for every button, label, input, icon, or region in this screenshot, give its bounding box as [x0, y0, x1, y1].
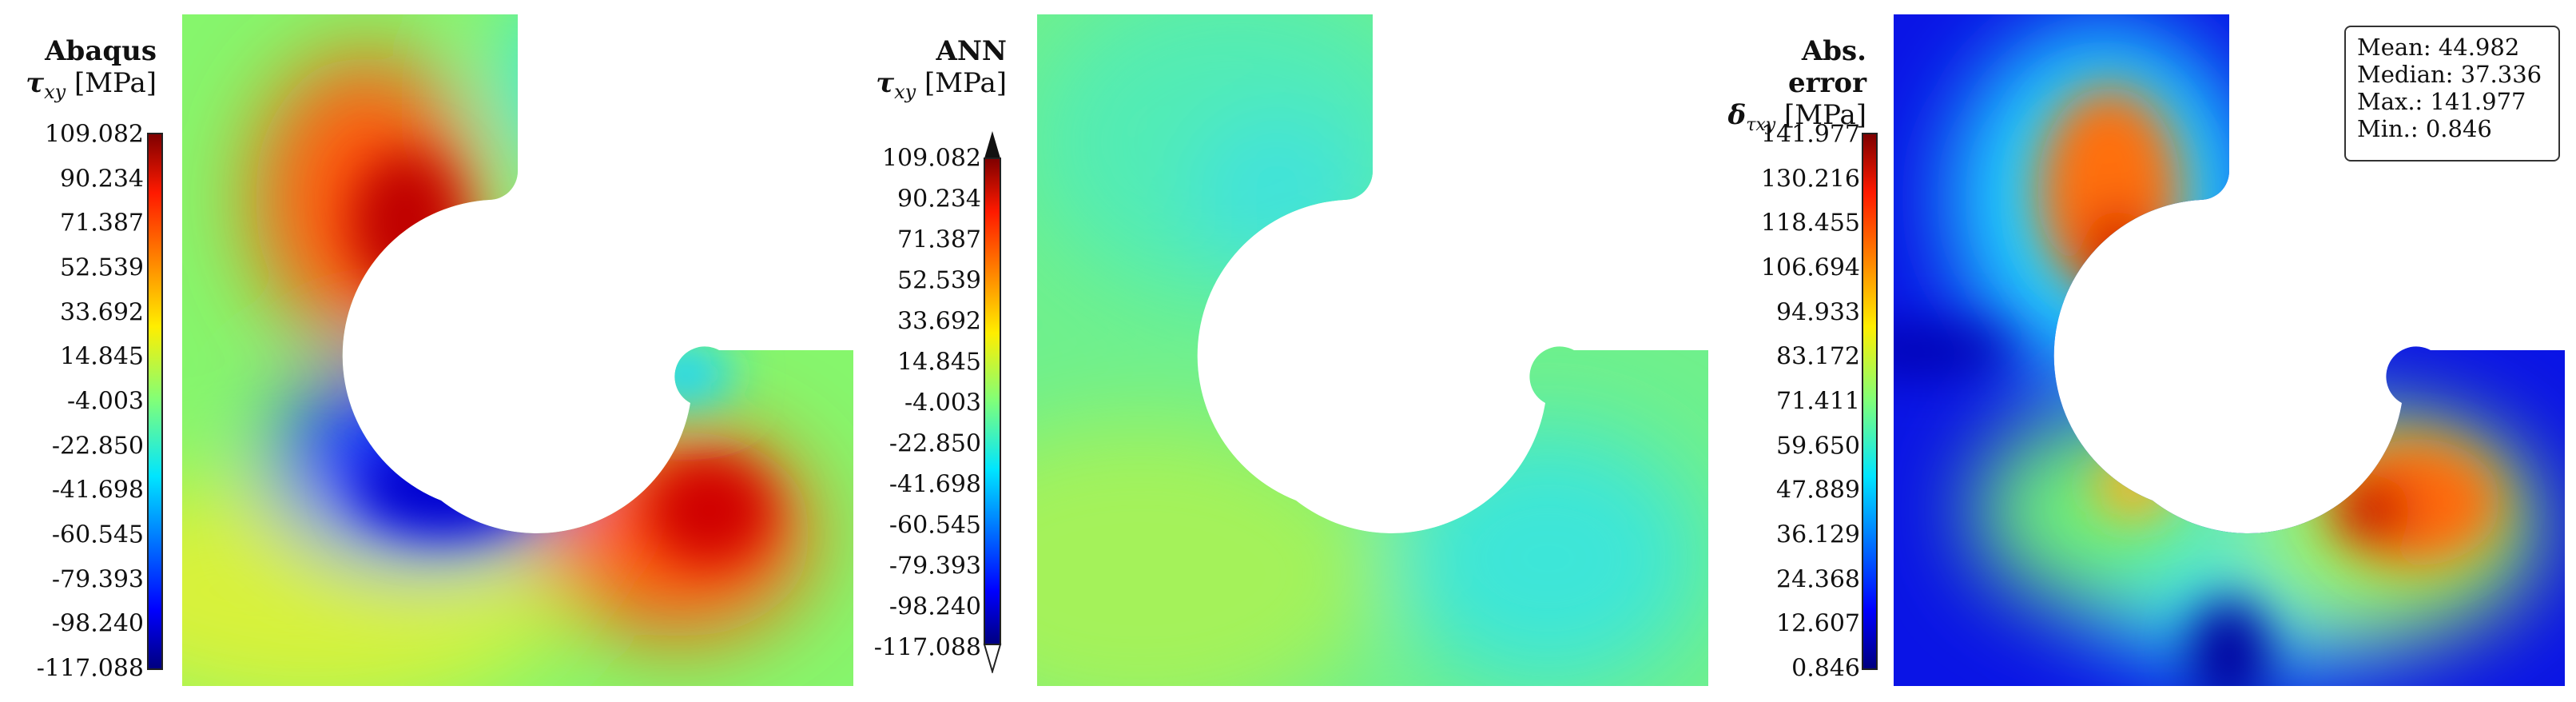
quantity-label: τxy [MPa]	[26, 67, 157, 103]
colorbar	[1862, 133, 1878, 670]
tick-label: 109.082	[44, 120, 144, 149]
tick-label: 52.539	[897, 266, 981, 295]
colorbar-title: Abaqus τxy [MPa]	[0, 35, 157, 108]
tick-label: -79.393	[51, 565, 144, 594]
tick-label: -41.698	[888, 470, 981, 499]
panel-ann: ANN τxy [MPa] 109.082 90.234 71.387 52.539 3…	[863, 0, 1726, 702]
tick-label: 90.234	[897, 185, 981, 213]
tick-label: 71.387	[897, 225, 981, 254]
tick-label: 33.692	[897, 307, 981, 336]
tick-label: 14.845	[60, 342, 144, 371]
panel-name: Abaqus	[45, 35, 157, 67]
panel-abaqus: Abaqus τxy [MPa] 109.082 90.234 71.387 52.5…	[0, 0, 863, 702]
panel-name: Abs. error	[1787, 35, 1866, 99]
colorbar-ticks: 109.082 90.234 71.387 52.539 33.692 14.845 -4.…	[863, 145, 981, 662]
tick-label: -4.003	[66, 387, 144, 416]
stat-median: Median: 37.336	[2357, 61, 2542, 88]
panel-name: ANN	[936, 35, 1007, 67]
tick-label: 59.650	[1776, 432, 1860, 461]
tick-label: 109.082	[881, 144, 981, 173]
colorbar	[983, 131, 1002, 673]
tick-label: -41.698	[51, 476, 144, 505]
colorbar-title: Abs. error δτxy [MPa]	[1726, 35, 1866, 142]
panel-abs-error: Abs. error δτxy [MPa] 141.977 130.216 118.…	[1726, 0, 2576, 702]
tick-label: -117.088	[873, 633, 981, 662]
statistics-box: Mean: 44.982 Median: 37.336 Max.: 141.97…	[2344, 26, 2560, 162]
tick-label: -98.240	[51, 609, 144, 638]
stress-contour-ann	[1037, 14, 1708, 686]
tick-label: -60.545	[51, 521, 144, 549]
tick-label: 94.933	[1776, 298, 1860, 327]
tick-label: -98.240	[888, 592, 981, 621]
tick-label: 90.234	[60, 165, 144, 193]
tick-label: -22.850	[51, 432, 144, 461]
tick-label: 71.411	[1776, 387, 1860, 416]
stat-max: Max.: 141.977	[2357, 88, 2526, 115]
tick-label: -60.545	[888, 511, 981, 540]
colorbar	[147, 133, 163, 670]
tick-label: -22.850	[888, 429, 981, 458]
tick-label: 118.455	[1760, 209, 1860, 237]
quantity-label: δτxy [MPa]	[1727, 99, 1866, 135]
stat-min: Min.: 0.846	[2357, 115, 2492, 142]
colorbar-ticks: 141.977 130.216 118.455 106.694 94.933 83.172…	[1726, 121, 1860, 683]
tick-label: 47.889	[1776, 476, 1860, 505]
tick-label: 52.539	[60, 253, 144, 282]
tick-label: -79.393	[888, 552, 981, 580]
stress-contour-abaqus	[182, 14, 853, 686]
tick-label: -117.088	[36, 654, 144, 683]
tick-label: 71.387	[60, 209, 144, 237]
tick-label: 33.692	[60, 298, 144, 327]
tick-label: 0.846	[1791, 654, 1860, 683]
tick-label: 12.607	[1776, 609, 1860, 638]
tick-label: 24.368	[1776, 565, 1860, 594]
tick-label: 106.694	[1760, 253, 1860, 282]
colorbar-ticks: 109.082 90.234 71.387 52.539 33.692 14.845 -4.…	[0, 121, 144, 683]
tick-label: 36.129	[1776, 521, 1860, 549]
tick-label: 130.216	[1760, 165, 1860, 193]
quantity-label: τxy [MPa]	[876, 67, 1007, 103]
tick-label: 141.977	[1760, 120, 1860, 149]
colorbar-title: ANN τxy [MPa]	[863, 35, 1007, 108]
tick-label: 14.845	[897, 348, 981, 377]
stat-mean: Mean: 44.982	[2357, 34, 2520, 61]
tick-label: 83.172	[1776, 342, 1860, 371]
tick-label: -4.003	[904, 389, 981, 417]
